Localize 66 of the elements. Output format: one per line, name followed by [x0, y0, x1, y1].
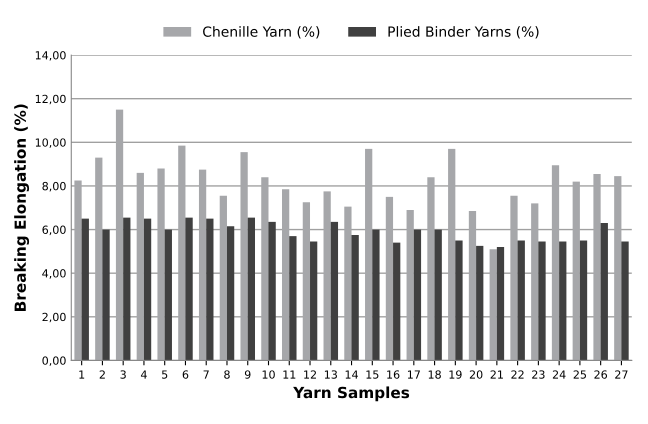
y-tick-label: 2,00 [42, 312, 66, 322]
x-tick-label: 11 [283, 370, 296, 379]
x-tick-label: 19 [449, 370, 462, 379]
y-tick-label: 12,00 [36, 94, 66, 104]
legend-label: Plied Binder Yarns (%) [388, 26, 539, 39]
bar [393, 242, 400, 360]
x-tick-label: 26 [594, 370, 608, 379]
x-tick-label: 6 [182, 370, 188, 379]
x-tick-label: 5 [162, 370, 168, 379]
x-tick-label: 3 [120, 370, 126, 379]
bar [434, 230, 442, 360]
bar [248, 218, 256, 360]
legend-label: Chenille Yarn (%) [203, 26, 320, 39]
x-tick-label: 4 [140, 370, 147, 379]
bar [144, 218, 152, 360]
y-axis-title: Breaking Elongation (%) [14, 104, 30, 311]
bar [476, 246, 484, 360]
x-tick-label: 9 [244, 370, 250, 379]
y-tick-label: 14,00 [36, 51, 66, 61]
y-tick-label: 8,00 [42, 182, 66, 192]
x-tick-label: 20 [470, 370, 482, 379]
x-tick-label: 27 [615, 370, 628, 379]
x-tick-label: 17 [408, 370, 420, 379]
x-tick-label: 7 [204, 370, 209, 379]
x-tick-label: 12 [304, 370, 316, 379]
bar [123, 218, 130, 360]
x-tick-label: 13 [324, 370, 337, 379]
x-tick-label: 15 [366, 370, 378, 379]
bar [102, 230, 110, 360]
bar [455, 240, 463, 360]
bar [372, 230, 380, 360]
bar [164, 230, 172, 360]
x-tick-label: 25 [574, 370, 586, 379]
x-tick-label: 16 [387, 370, 400, 379]
bar [580, 240, 588, 360]
x-tick-label: 10 [262, 370, 275, 379]
bar [600, 223, 608, 360]
x-tick-label: 2 [100, 370, 105, 379]
x-tick-label: 14 [346, 370, 358, 379]
bar [414, 230, 422, 360]
x-tick-label: 23 [532, 370, 545, 379]
y-tick-label: 10,00 [36, 138, 66, 148]
bar [559, 242, 566, 360]
x-axis-title: Yarn Samples [293, 386, 410, 402]
y-tick-label: 0,00 [42, 356, 66, 366]
bar [621, 242, 629, 360]
bar [268, 222, 276, 360]
bar [226, 226, 234, 360]
bar [185, 218, 193, 360]
bar [538, 242, 546, 360]
y-tick-label: 4,00 [42, 269, 66, 279]
x-tick-label: 18 [428, 370, 441, 379]
x-tick-label: 1 [79, 370, 84, 379]
bar [310, 242, 318, 360]
x-tick-label: 24 [552, 370, 566, 379]
bar [206, 218, 214, 360]
x-tick-label: 22 [511, 370, 524, 379]
bar [82, 218, 89, 360]
y-tick-label: 6,00 [42, 226, 66, 236]
x-tick-label: 8 [224, 370, 230, 379]
bar [352, 235, 359, 360]
bar [496, 247, 504, 360]
x-tick-label: 21 [490, 370, 503, 379]
bar [518, 240, 525, 360]
bar [289, 236, 297, 360]
bar [330, 222, 338, 360]
